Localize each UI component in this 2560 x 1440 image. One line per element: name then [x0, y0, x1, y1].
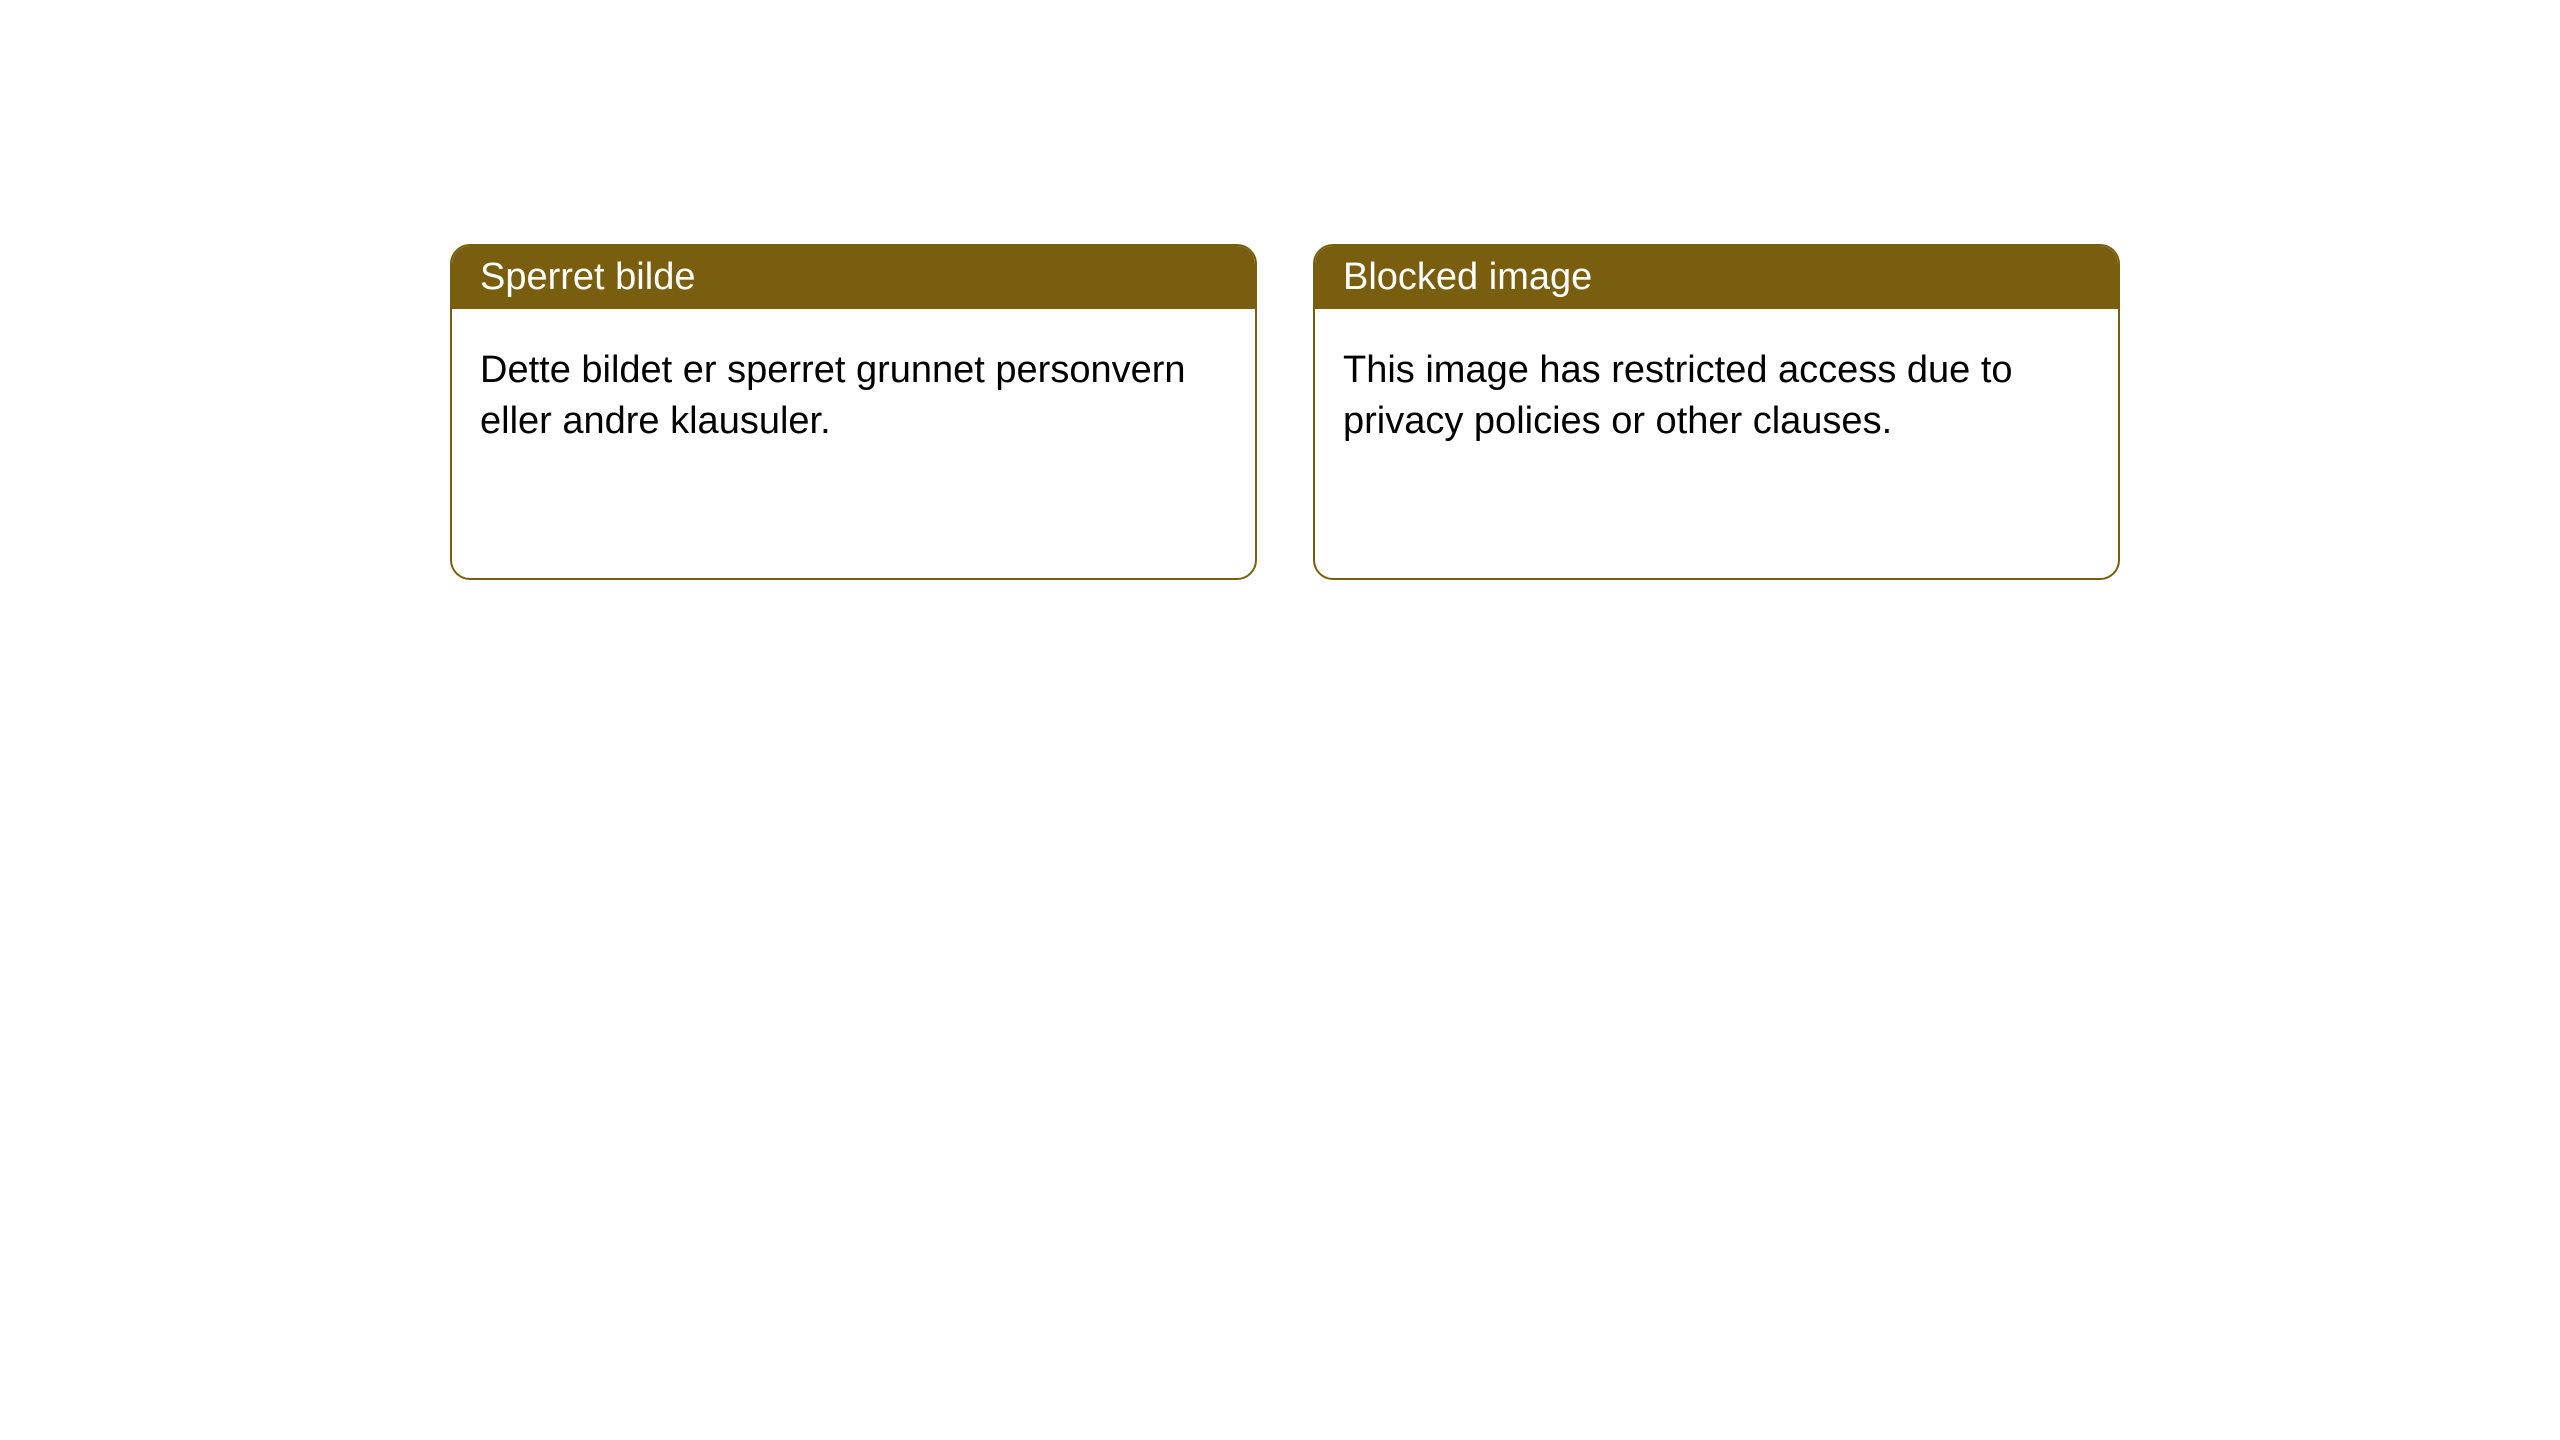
card-message: Dette bildet er sperret grunnet personve… — [480, 349, 1186, 442]
card-body: This image has restricted access due to … — [1315, 309, 2118, 484]
card-message: This image has restricted access due to … — [1343, 349, 2013, 442]
card-title: Blocked image — [1343, 256, 1592, 298]
card-title: Sperret bilde — [480, 256, 695, 298]
notice-container: Sperret bilde Dette bildet er sperret gr… — [0, 0, 2560, 580]
blocked-image-card-en: Blocked image This image has restricted … — [1313, 244, 2120, 580]
blocked-image-card-no: Sperret bilde Dette bildet er sperret gr… — [450, 244, 1257, 580]
card-header: Blocked image — [1315, 246, 2118, 309]
card-header: Sperret bilde — [452, 246, 1255, 309]
card-body: Dette bildet er sperret grunnet personve… — [452, 309, 1255, 484]
